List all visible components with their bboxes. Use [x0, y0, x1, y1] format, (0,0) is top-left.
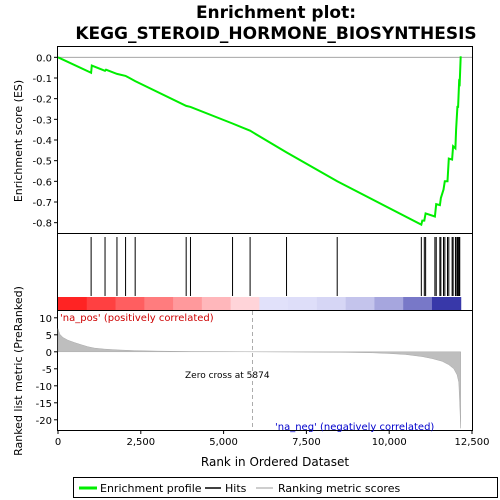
rank-color-band: [403, 297, 433, 310]
ranking-metric-area: [57, 328, 461, 429]
rank-color-band: [316, 297, 347, 310]
ranking-y-tick-label: -20: [36, 416, 52, 427]
hits-layer: [58, 237, 462, 310]
legend-enrichment-label: Enrichment profile: [100, 482, 202, 495]
ranking-y-axis-label: Ranked list metric (PreRanked): [12, 286, 25, 456]
es-y-tick-label: -0.1: [32, 74, 52, 85]
x-tick-label: 0: [55, 437, 61, 448]
chart-title-line-1: Enrichment plot:: [196, 3, 356, 23]
rank-color-band: [115, 297, 145, 310]
es-y-tick-label: -0.6: [32, 177, 52, 188]
chart-title-line-2: KEGG_STEROID_HORMONE_BIOSYNTHESIS: [75, 24, 476, 44]
zero-cross-label: Zero cross at 5874: [185, 371, 270, 381]
axes-layer: 0.0-0.1-0.2-0.3-0.4-0.5-0.6-0.7-0.81050-…: [32, 53, 489, 448]
rank-color-band: [201, 297, 232, 310]
es-y-tick-label: -0.5: [32, 157, 52, 168]
rank-color-band: [345, 297, 375, 310]
es-y-tick-label: 0.0: [36, 53, 52, 64]
ranking-y-tick-label: 5: [46, 331, 52, 342]
ranking-y-tick-label: 10: [39, 314, 52, 325]
legend-ranking-label: Ranking metric scores: [278, 482, 400, 495]
es-y-tick-label: -0.8: [32, 219, 52, 230]
ranking-y-tick-label: -15: [36, 399, 52, 410]
rank-color-band: [58, 297, 88, 310]
x-tick-label: 2,500: [126, 437, 155, 448]
ranking-y-tick-label: 0: [46, 348, 52, 359]
legend-hits-label: Hits: [225, 482, 247, 495]
ranking-panel-frame: [57, 310, 473, 431]
enrichment-profile-line: [57, 56, 462, 227]
pos-correlation-label: 'na_pos' (positively correlated): [60, 313, 214, 324]
rank-color-band: [86, 297, 117, 310]
rank-color-band: [431, 297, 462, 310]
rank-color-band: [144, 297, 174, 310]
x-tick-label: 5,000: [209, 437, 238, 448]
neg-correlation-label: 'na_neg' (negatively correlated): [275, 422, 434, 433]
rank-color-band: [230, 297, 260, 310]
ranking-layer: [57, 311, 461, 430]
x-tick-label: 10,000: [372, 437, 407, 448]
x-axis-label: Rank in Ordered Dataset: [201, 455, 349, 469]
es-y-axis-label: Enrichment score (ES): [12, 80, 25, 202]
es-y-tick-label: -0.2: [32, 95, 52, 106]
es-layer: [57, 56, 472, 227]
ranking-y-tick-label: -5: [42, 365, 52, 376]
x-tick-label: 12,500: [455, 437, 490, 448]
es-y-tick-label: -0.3: [32, 115, 52, 126]
es-y-tick-label: -0.4: [32, 136, 52, 147]
rank-color-band: [173, 297, 203, 310]
x-tick-label: 7,500: [292, 437, 321, 448]
es-y-tick-label: -0.7: [32, 198, 52, 209]
rank-color-band: [259, 297, 289, 310]
legend-box: [73, 477, 498, 498]
rank-color-band: [288, 297, 318, 310]
rank-color-band: [374, 297, 404, 310]
ranking-y-tick-label: -10: [36, 382, 52, 393]
